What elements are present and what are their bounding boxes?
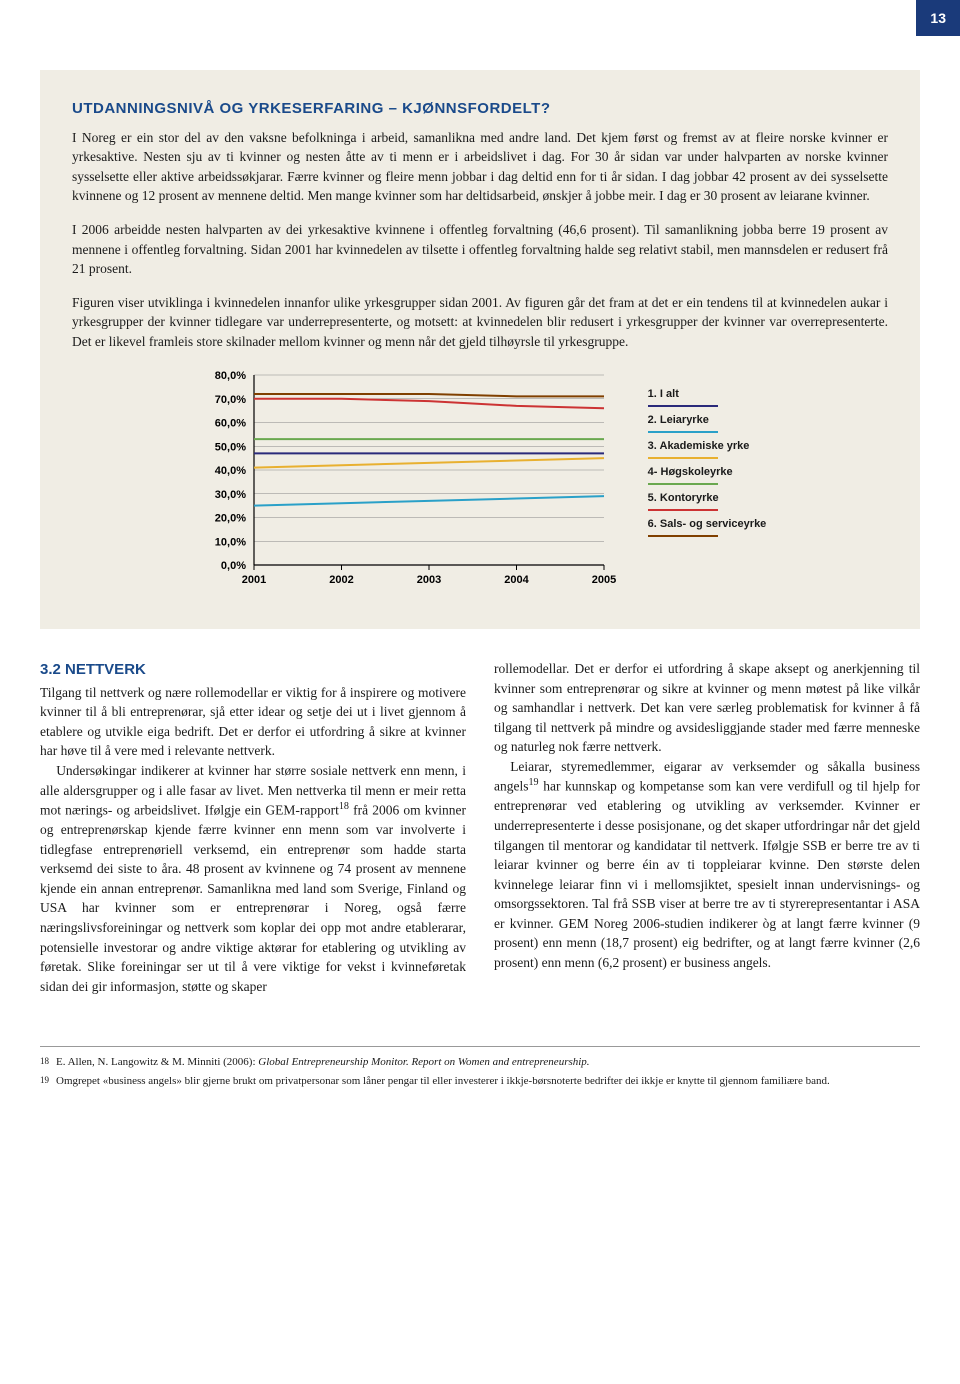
legend-item: 2. Leiaryrke: [648, 413, 767, 433]
svg-text:2004: 2004: [504, 574, 529, 586]
svg-text:2002: 2002: [329, 574, 353, 586]
section-heading: 3.2 NETTVERK: [40, 659, 466, 681]
highlight-box: UTDANNINGSNIVÅ OG YRKESERFARING – KJØNNS…: [40, 70, 920, 629]
footnote-ref: 18: [339, 801, 349, 812]
chart-legend: 1. I alt 2. Leiaryrke 3. Akademiske yrke 4-…: [648, 387, 767, 543]
footnotes: 18 E. Allen, N. Langowitz & M. Minniti (…: [40, 1046, 920, 1089]
body-paragraph: Leiarar, styremedlemmer, eigarar av verk…: [494, 757, 920, 973]
footnote-text: E. Allen, N. Langowitz & M. Minniti (200…: [56, 1055, 920, 1070]
legend-item: 6. Sals- og serviceyrke: [648, 517, 767, 537]
page-number: 13: [916, 0, 960, 36]
footnote-text: Omgrepet «business angels» blir gjerne b…: [56, 1074, 920, 1089]
svg-text:0,0%: 0,0%: [221, 560, 246, 572]
line-chart: 0,0% 10,0% 20,0% 30,0% 40,0% 50,0% 60,0% 70,0% 8…: [72, 365, 888, 601]
footnote-number: 18: [40, 1055, 56, 1070]
box-heading: UTDANNINGSNIVÅ OG YRKESERFARING – KJØNNS…: [72, 98, 888, 120]
right-column: rollemodellar. Det er derfor ei utfordri…: [494, 659, 920, 996]
footnote-number: 19: [40, 1074, 56, 1089]
chart-svg: 0,0% 10,0% 20,0% 30,0% 40,0% 50,0% 60,0% 70,0% 8…: [194, 365, 624, 595]
svg-text:2005: 2005: [591, 574, 615, 586]
svg-text:60,0%: 60,0%: [214, 418, 245, 430]
body-paragraph: Undersøkingar indikerer at kvinner har s…: [40, 761, 466, 996]
two-column-body: 3.2 NETTVERK Tilgang til nettverk og nær…: [40, 659, 920, 996]
svg-text:80,0%: 80,0%: [214, 370, 245, 382]
box-paragraph: Figuren viser utviklinga i kvinnedelen i…: [72, 293, 888, 352]
svg-text:30,0%: 30,0%: [214, 489, 245, 501]
svg-text:50,0%: 50,0%: [214, 442, 245, 454]
box-paragraph: I Noreg er ein stor del av den vaksne be…: [72, 128, 888, 206]
svg-text:10,0%: 10,0%: [214, 537, 245, 549]
footnote: 19 Omgrepet «business angels» blir gjern…: [40, 1074, 920, 1089]
left-column: 3.2 NETTVERK Tilgang til nettverk og nær…: [40, 659, 466, 996]
body-paragraph: Tilgang til nettverk og nære rollemodell…: [40, 683, 466, 761]
footnote: 18 E. Allen, N. Langowitz & M. Minniti (…: [40, 1055, 920, 1070]
legend-item: 1. I alt: [648, 387, 767, 407]
svg-text:20,0%: 20,0%: [214, 513, 245, 525]
footnote-ref: 19: [529, 777, 539, 788]
box-paragraph: I 2006 arbeidde nesten halvparten av dei…: [72, 220, 888, 279]
legend-item: 5. Kontoryrke: [648, 491, 767, 511]
svg-text:70,0%: 70,0%: [214, 394, 245, 406]
legend-item: 4- Høgskoleyrke: [648, 465, 767, 485]
legend-item: 3. Akademiske yrke: [648, 439, 767, 459]
svg-text:2003: 2003: [416, 574, 440, 586]
svg-text:40,0%: 40,0%: [214, 465, 245, 477]
svg-text:2001: 2001: [241, 574, 265, 586]
body-paragraph: rollemodellar. Det er derfor ei utfordri…: [494, 659, 920, 757]
